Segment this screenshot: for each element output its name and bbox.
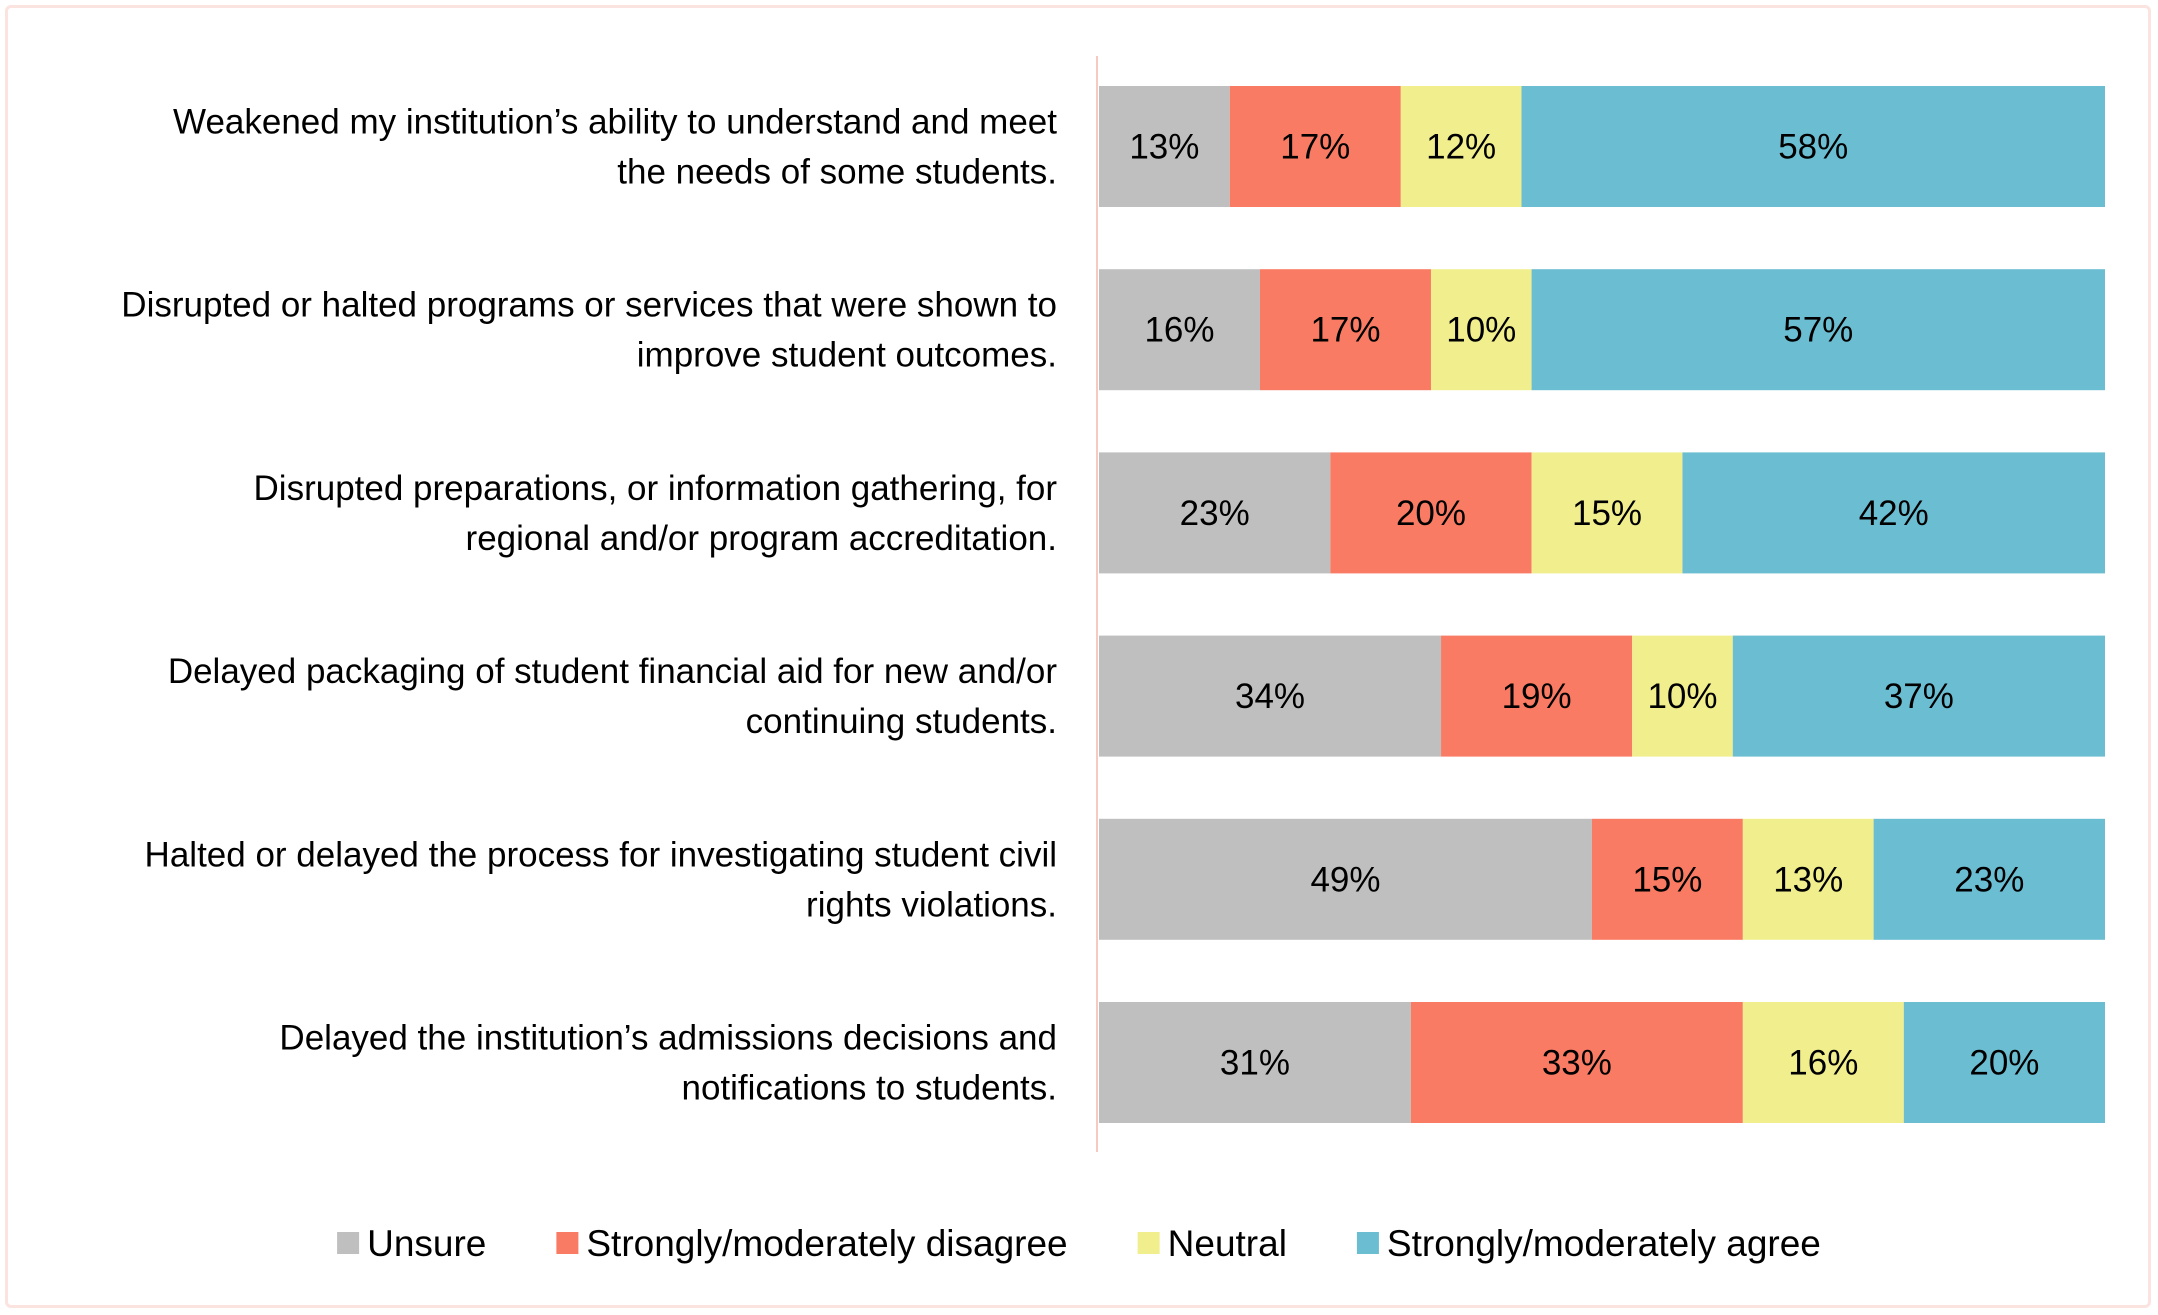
bar-segment-neutral [1531, 452, 1683, 574]
bar-segment-unsure [1099, 269, 1260, 391]
bar-segment-unsure [1099, 86, 1230, 207]
data-label: 23% [1180, 494, 1250, 533]
legend-item: Strongly/moderately disagree [556, 1223, 1068, 1264]
data-label: 42% [1859, 494, 1929, 533]
bar-segment-neutral [1742, 818, 1874, 940]
bar-segment-strongly-moderately-agree [1873, 818, 2105, 940]
bar-segment-neutral [1632, 635, 1733, 757]
data-label: 17% [1280, 128, 1350, 167]
bar-segment-strongly-moderately-agree [1521, 86, 2105, 207]
data-label: 10% [1647, 677, 1717, 716]
category-label: Halted or delayed the process for invest… [145, 835, 1057, 924]
legend-item: Unsure [337, 1223, 486, 1264]
data-label: 16% [1788, 1044, 1858, 1083]
data-label: 12% [1426, 128, 1496, 167]
bar-segment-strongly-moderately-disagree [1330, 452, 1532, 574]
legend-item: Strongly/moderately agree [1356, 1223, 1821, 1264]
bar-segment-neutral [1742, 1002, 1904, 1123]
legend-swatch [556, 1232, 579, 1254]
data-label: 19% [1502, 677, 1572, 716]
bar-segment-strongly-moderately-agree [1531, 269, 2105, 391]
data-label: 17% [1310, 311, 1380, 350]
bar-segment-strongly-moderately-disagree [1410, 1002, 1743, 1123]
data-label: 31% [1220, 1044, 1290, 1083]
legend-swatch [1356, 1232, 1379, 1254]
data-label: 58% [1778, 128, 1848, 167]
data-label: 15% [1632, 860, 1702, 899]
bar-segment-unsure [1099, 635, 1442, 757]
data-label: 49% [1310, 860, 1380, 899]
legend-label: Strongly/moderately agree [1387, 1223, 1821, 1264]
bar-segment-unsure [1099, 818, 1592, 940]
category-label: Delayed the institution’s admissions dec… [279, 1019, 1057, 1108]
bar-segment-strongly-moderately-agree [1682, 452, 2105, 574]
legend-label: Unsure [367, 1223, 486, 1264]
bar-segment-neutral [1430, 269, 1532, 391]
bar-segment-strongly-moderately-agree [1903, 1002, 2105, 1123]
data-label: 33% [1542, 1044, 1612, 1083]
bar-segment-strongly-moderately-disagree [1229, 86, 1401, 207]
legend-swatch [337, 1232, 360, 1254]
category-label: Disrupted preparations, or information g… [254, 469, 1058, 558]
bar-segment-strongly-moderately-disagree [1259, 269, 1431, 391]
bar-segment-unsure [1099, 1002, 1411, 1123]
category-label: Delayed packaging of student financial a… [168, 652, 1058, 741]
legend-label: Neutral [1168, 1223, 1287, 1264]
data-label: 15% [1572, 494, 1642, 533]
bar-segment-unsure [1099, 452, 1331, 574]
bar-segment-neutral [1400, 86, 1522, 207]
legend-swatch [1137, 1232, 1160, 1254]
data-label: 20% [1969, 1044, 2039, 1083]
legend-label: Strongly/moderately disagree [586, 1223, 1067, 1264]
data-label: 37% [1884, 677, 1954, 716]
data-label: 57% [1783, 311, 1853, 350]
data-label: 16% [1144, 311, 1214, 350]
data-label: 13% [1129, 128, 1199, 167]
data-label: 10% [1446, 311, 1516, 350]
bar-segment-strongly-moderately-agree [1732, 635, 2105, 757]
category-label: Weakened my institution’s ability to und… [173, 103, 1057, 192]
category-label: Disrupted or halted programs or services… [121, 286, 1057, 375]
data-label: 23% [1954, 860, 2024, 899]
bar-segment-strongly-moderately-disagree [1441, 635, 1633, 757]
data-label: 34% [1235, 677, 1305, 716]
legend-item: Neutral [1137, 1223, 1287, 1264]
bar-segment-strongly-moderately-disagree [1591, 818, 1743, 940]
data-label: 13% [1773, 860, 1843, 899]
data-label: 20% [1396, 494, 1466, 533]
